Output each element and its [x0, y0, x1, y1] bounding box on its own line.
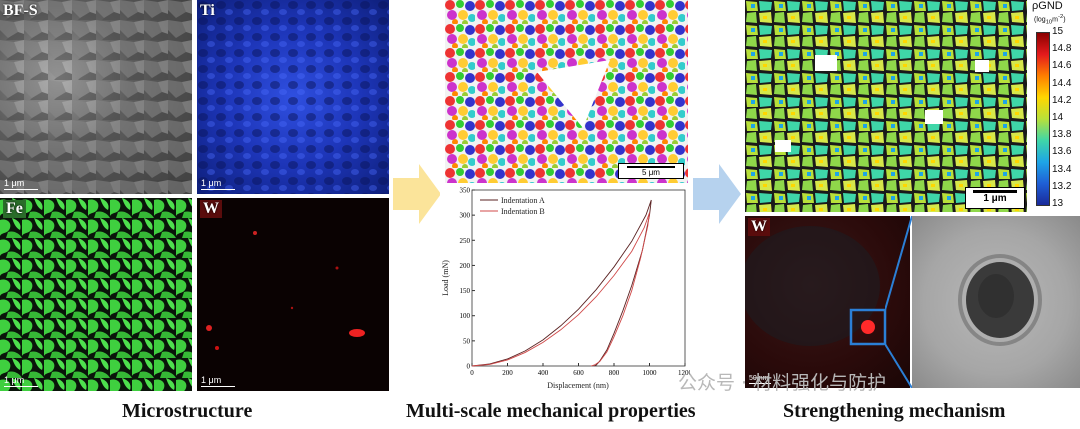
colorbar-tick-label: 14.4	[1052, 77, 1072, 89]
series-line-a	[471, 199, 652, 367]
w-scale-bar: 1 μm	[201, 375, 235, 387]
w-map-particles	[206, 231, 365, 350]
colorbar-gradient	[1036, 32, 1050, 206]
ti-label: Ti	[200, 2, 215, 19]
zoom-lines	[885, 216, 913, 388]
colorbar-tick-label: 13.6	[1052, 146, 1072, 158]
gnd-map: 1 μm	[745, 0, 1027, 212]
gnd-grains	[745, 0, 1027, 212]
bf-s-image: BF-S 1 μm	[0, 0, 192, 194]
colorbar-tick-label: 13.2	[1052, 180, 1072, 192]
tem-zoom-image	[912, 216, 1080, 388]
tem-precipitate	[958, 254, 1042, 346]
chart-frame	[471, 189, 686, 367]
colorbar-tick-label: 13.4	[1052, 163, 1072, 175]
bf-s-grains	[0, 0, 192, 194]
ipf-grains	[445, 0, 688, 183]
series-line-b	[471, 212, 650, 367]
arrow-right-icon	[693, 164, 741, 224]
colorbar-unit: (log10m-2)	[1034, 14, 1066, 26]
chart-svg: Indentation A Indentation B Displacement…	[441, 187, 690, 391]
y-tick-label: 0	[467, 363, 471, 371]
colorbar-tick-label: 14	[1052, 112, 1064, 123]
bf-s-label: BF-S	[3, 2, 38, 19]
y-tick-label: 350	[460, 187, 471, 195]
arrow-right-icon	[393, 164, 441, 224]
x-tick-label: 200	[502, 369, 513, 377]
x-tick-label: 800	[609, 369, 620, 377]
ipf-scale-bar: 5 μm	[618, 163, 684, 179]
fe-map-texture	[0, 198, 192, 391]
y-tick-label: 50	[463, 337, 471, 345]
load-displacement-chart: Indentation A Indentation B Displacement…	[440, 186, 690, 396]
title-mechanical: Multi-scale mechanical properties	[406, 400, 696, 422]
y-tick-label: 250	[460, 237, 471, 245]
colorbar-tick-label: 14.6	[1052, 60, 1072, 72]
w-tem-scale-bar: 50 nm	[749, 375, 771, 384]
w-tem-overlay	[745, 226, 887, 346]
ti-map: Ti 1 μm	[197, 0, 389, 194]
w-map: W 1 μm	[197, 198, 389, 391]
chart-legend: Indentation A Indentation B	[480, 196, 545, 216]
x-tick-label: 600	[573, 369, 584, 377]
w-tem-map: W 50 nm	[745, 216, 910, 388]
colorbar-tick-label: 14.8	[1052, 43, 1072, 55]
ti-scale-bar: 1 μm	[201, 178, 235, 190]
y-axis-label: Load (mN)	[441, 260, 450, 296]
y-tick-label: 200	[460, 262, 471, 270]
watermark-text: 公众号 · 材料强化与防护	[678, 372, 887, 394]
colorbar-tick-label: 14.2	[1052, 94, 1072, 106]
w-label: W	[200, 200, 222, 218]
bf-s-scale-bar: 1 μm	[4, 178, 38, 190]
colorbar-title: ρGND	[1032, 0, 1063, 12]
roi-box	[849, 308, 887, 346]
gnd-scale-bar: 1 μm	[965, 187, 1025, 209]
title-strengthening: Strengthening mechanism	[783, 400, 1006, 422]
y-tick-label: 150	[460, 287, 471, 295]
ipf-map: 5 μm	[445, 0, 688, 183]
y-tick-label: 300	[460, 212, 471, 220]
fe-map: Fe 1 μm	[0, 198, 192, 391]
x-axis-label: Displacement (nm)	[547, 381, 609, 390]
colorbar-tick-label: 13	[1052, 198, 1064, 209]
legend-label-b: Indentation B	[501, 207, 545, 216]
legend-label-a: Indentation A	[501, 196, 545, 205]
fe-label: Fe	[3, 200, 26, 218]
w-tem-label: W	[748, 218, 770, 236]
y-tick-label: 100	[460, 312, 471, 320]
colorbar-tick-label: 13.8	[1052, 129, 1072, 141]
x-tick-label: 400	[538, 369, 549, 377]
x-tick-label: 0	[470, 369, 474, 377]
colorbar-tick-label: 15	[1052, 26, 1064, 37]
fe-scale-bar: 1 μm	[4, 375, 38, 387]
x-tick-label: 1000	[643, 369, 658, 377]
title-microstructure: Microstructure	[122, 400, 253, 422]
ti-map-texture	[197, 0, 389, 194]
